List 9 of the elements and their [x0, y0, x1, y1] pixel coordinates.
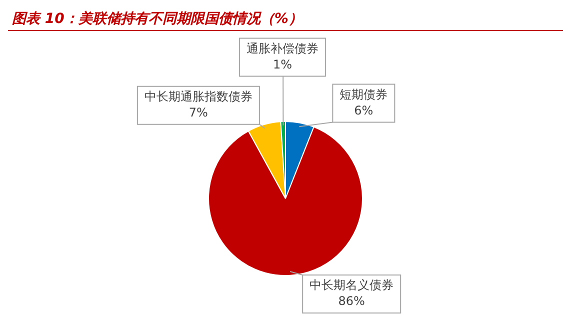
chart-title: 图表 10：美联储持有不同期限国债情况（%）	[8, 8, 563, 31]
data-label: 86%	[338, 294, 365, 308]
slice-label: 通胀补偿债券	[246, 41, 318, 56]
slice-label: 短期债券	[340, 87, 388, 102]
slice-label: 中长期名义债券	[310, 278, 394, 292]
data-label: 6%	[354, 103, 374, 118]
data-label: 7%	[188, 105, 208, 120]
slice-label: 中长期通胀指数债券	[144, 89, 252, 104]
data-label: 1%	[272, 57, 292, 72]
